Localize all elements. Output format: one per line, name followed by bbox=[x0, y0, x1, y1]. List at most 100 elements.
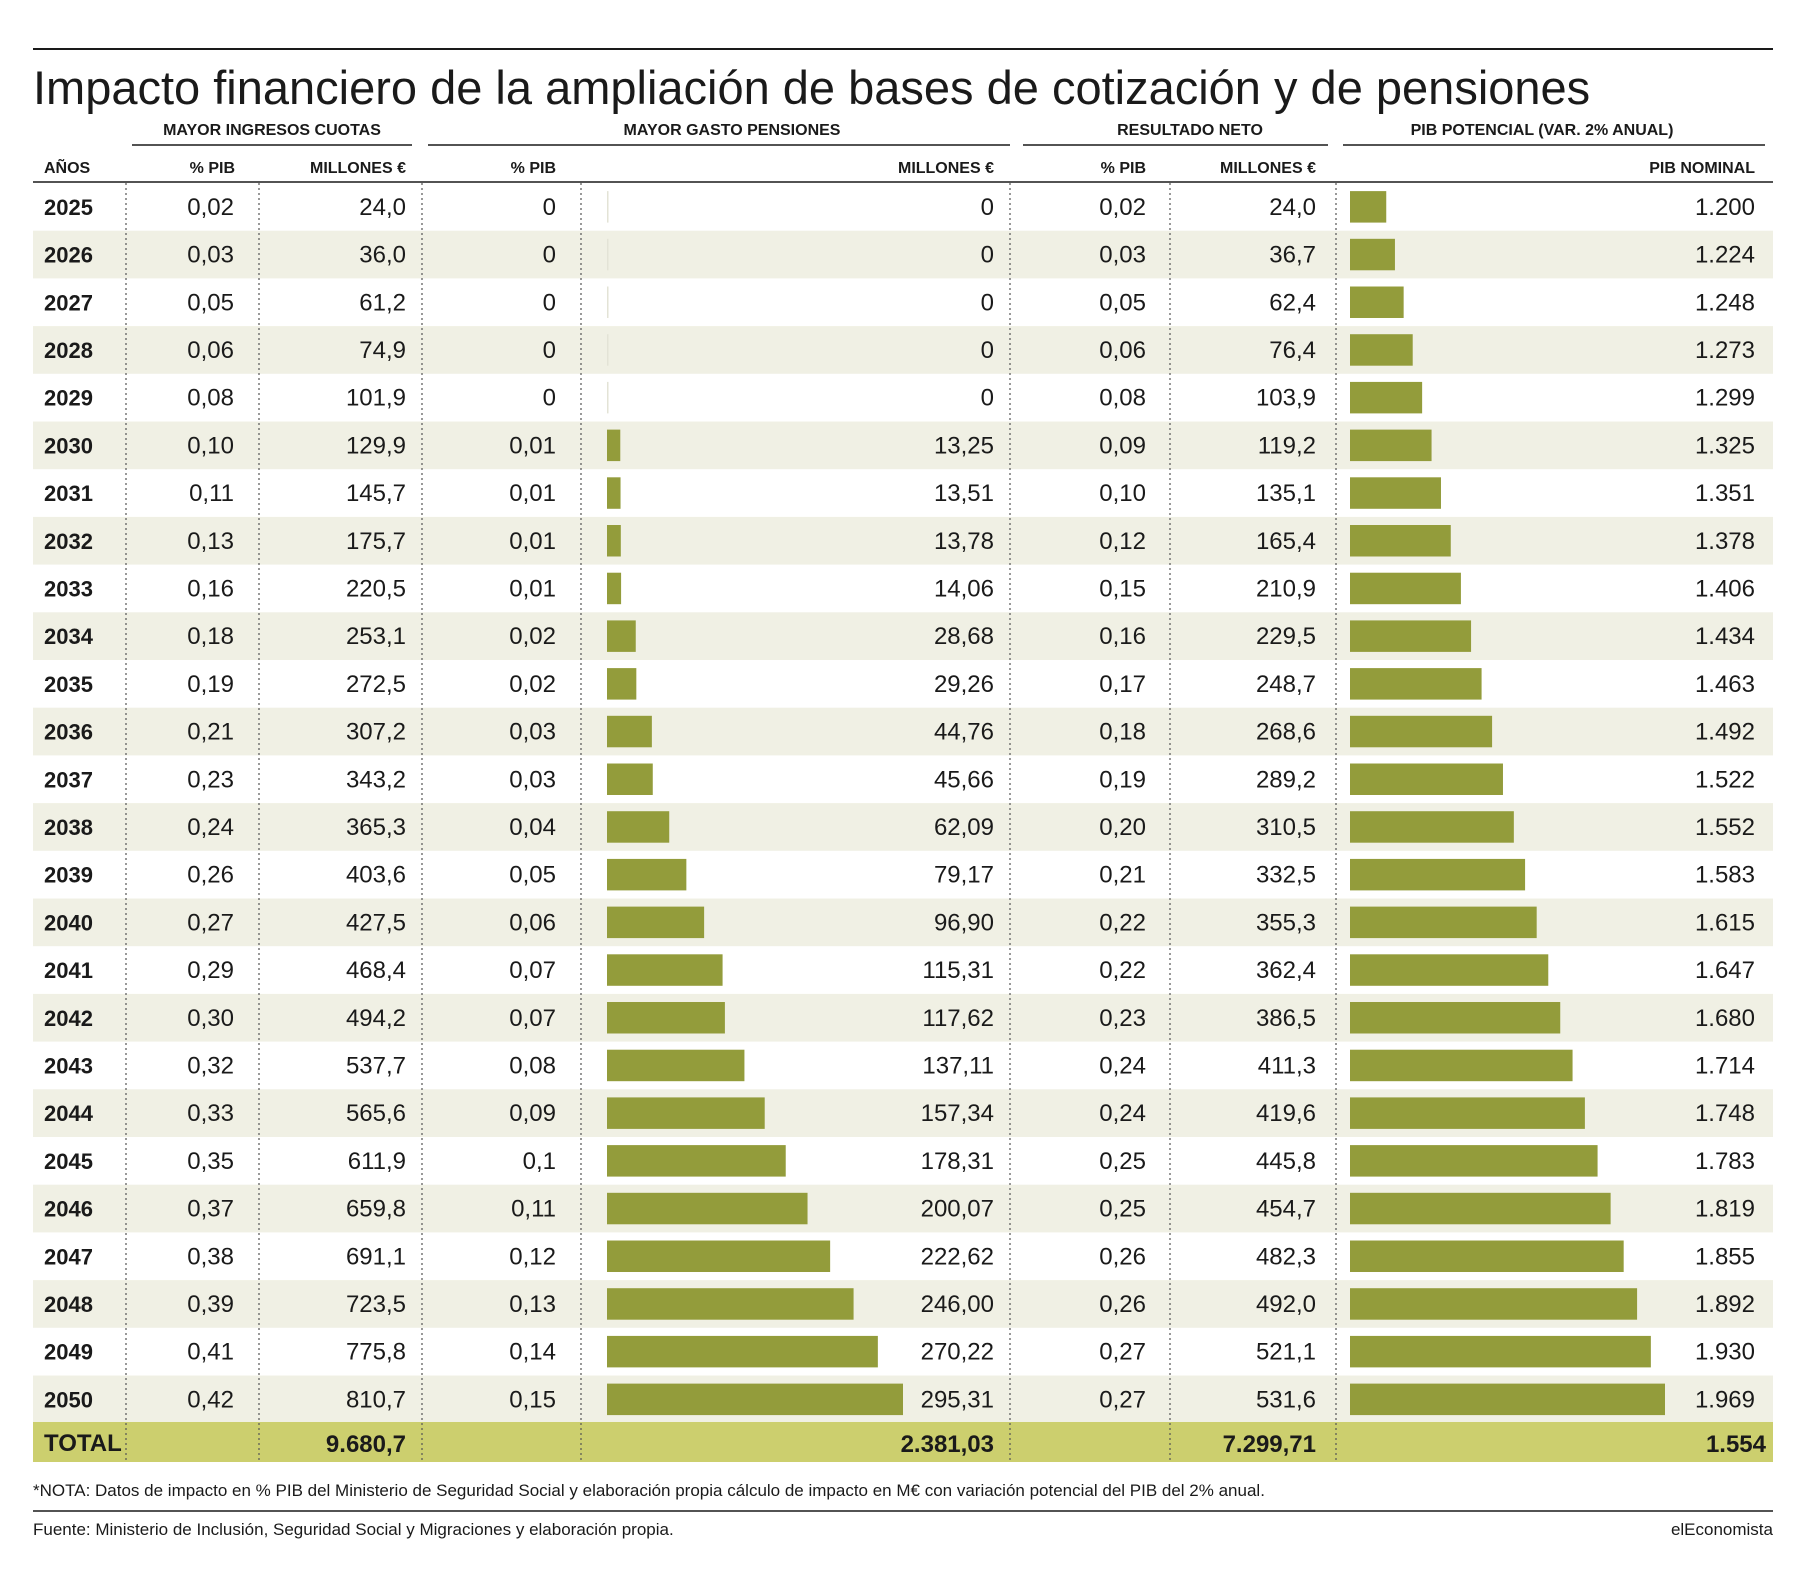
bar-pib-nominal bbox=[1350, 381, 1423, 414]
row-stripe bbox=[33, 516, 1773, 565]
cell-neto-pib: 0,27 bbox=[1099, 1386, 1146, 1413]
table-row: 2037 0,23 343,2 0,03 45,66 0,19 289,2 1.522 bbox=[44, 763, 1755, 795]
table-row: 2039 0,26 403,6 0,05 79,17 0,21 332,5 1.583 bbox=[44, 858, 1755, 891]
bar-pib-nominal bbox=[1350, 1192, 1611, 1225]
cell-ingresos-millones: 129,9 bbox=[346, 432, 406, 459]
bar-gasto-pensiones bbox=[607, 954, 723, 986]
table-row: 2042 0,30 494,2 0,07 117,62 0,23 386,5 1.680 bbox=[33, 993, 1773, 1042]
bar-pib-nominal bbox=[1350, 477, 1441, 509]
cell-year: 2031 bbox=[44, 481, 93, 506]
table-row: 2044 0,33 565,6 0,09 157,34 0,24 419,6 1.748 bbox=[33, 1089, 1773, 1137]
row-stripe bbox=[33, 326, 1773, 374]
cell-neto-pib: 0,22 bbox=[1099, 909, 1146, 936]
col-header-gasto-pib: % PIB bbox=[511, 160, 556, 177]
cell-ingresos-pib: 0,35 bbox=[187, 1148, 234, 1175]
cell-neto-millones: 289,2 bbox=[1256, 766, 1316, 793]
cell-gasto-pib: 0,07 bbox=[509, 957, 556, 984]
cell-gasto-pib: 0,02 bbox=[509, 671, 556, 698]
cell-gasto-millones: 178,31 bbox=[921, 1148, 994, 1175]
cell-year: 2027 bbox=[44, 290, 93, 315]
cell-ingresos-millones: 537,7 bbox=[346, 1052, 406, 1079]
cell-neto-millones: 62,4 bbox=[1269, 289, 1316, 316]
cell-gasto-pib: 0,1 bbox=[523, 1148, 556, 1175]
cell-pib-nominal: 1.680 bbox=[1695, 1005, 1755, 1032]
bar-gasto-pensiones bbox=[607, 1192, 808, 1225]
cell-year: 2048 bbox=[44, 1292, 93, 1317]
cell-pib-nominal: 1.583 bbox=[1695, 862, 1755, 889]
cell-neto-pib: 0,26 bbox=[1099, 1243, 1146, 1270]
cell-gasto-millones: 45,66 bbox=[934, 766, 994, 793]
bar-gasto-pensiones bbox=[607, 191, 609, 223]
cell-ingresos-millones: 723,5 bbox=[346, 1291, 406, 1318]
total-pib-nominal: 1.554 bbox=[1706, 1431, 1767, 1458]
table-row: 2035 0,19 272,5 0,02 29,26 0,17 248,7 1.463 bbox=[44, 668, 1755, 700]
cell-gasto-pib: 0 bbox=[543, 242, 556, 269]
cell-gasto-millones: 14,06 bbox=[934, 575, 994, 602]
cell-year: 2030 bbox=[44, 433, 93, 458]
cell-gasto-millones: 13,51 bbox=[934, 480, 994, 507]
bar-gasto-pensiones bbox=[607, 381, 609, 414]
cell-year: 2050 bbox=[44, 1387, 93, 1412]
cell-ingresos-millones: 468,4 bbox=[346, 957, 406, 984]
cell-gasto-millones: 115,31 bbox=[922, 957, 994, 984]
cell-gasto-millones: 96,90 bbox=[934, 909, 994, 936]
cell-year: 2049 bbox=[44, 1340, 93, 1365]
cell-ingresos-pib: 0,16 bbox=[187, 575, 234, 602]
row-stripe bbox=[33, 707, 1773, 756]
cell-pib-nominal: 1.748 bbox=[1695, 1100, 1755, 1127]
bar-gasto-pensiones bbox=[607, 429, 621, 462]
table-row: 2034 0,18 253,1 0,02 28,68 0,16 229,5 1.434 bbox=[33, 612, 1773, 660]
cell-neto-millones: 165,4 bbox=[1256, 528, 1316, 555]
bar-pib-nominal bbox=[1350, 429, 1432, 462]
bar-gasto-pensiones bbox=[607, 1288, 854, 1320]
bar-gasto-pensiones bbox=[607, 811, 670, 843]
cell-neto-pib: 0,15 bbox=[1099, 575, 1146, 602]
cell-pib-nominal: 1.522 bbox=[1695, 766, 1755, 793]
bar-gasto-pensiones bbox=[607, 620, 636, 652]
bar-pib-nominal bbox=[1350, 1383, 1665, 1416]
bar-pib-nominal bbox=[1350, 238, 1395, 271]
cell-ingresos-pib: 0,21 bbox=[187, 719, 234, 746]
cell-year: 2042 bbox=[44, 1006, 93, 1031]
table-row: 2049 0,41 775,8 0,14 270,22 0,27 521,1 1.930 bbox=[44, 1335, 1755, 1368]
cell-pib-nominal: 1.930 bbox=[1695, 1339, 1755, 1366]
bar-pib-nominal bbox=[1350, 715, 1493, 748]
cell-ingresos-millones: 145,7 bbox=[346, 480, 406, 507]
cell-ingresos-millones: 494,2 bbox=[346, 1005, 406, 1032]
cell-neto-pib: 0,19 bbox=[1099, 766, 1146, 793]
cell-pib-nominal: 1.434 bbox=[1695, 623, 1755, 650]
bar-pib-nominal bbox=[1350, 1240, 1624, 1272]
cell-neto-pib: 0,24 bbox=[1099, 1100, 1146, 1127]
cell-year: 2041 bbox=[44, 958, 93, 983]
table-row: 2028 0,06 74,9 0 0 0,06 76,4 1.273 bbox=[33, 326, 1773, 374]
cell-year: 2044 bbox=[44, 1101, 94, 1126]
cell-neto-pib: 0,18 bbox=[1099, 719, 1146, 746]
cell-ingresos-pib: 0,10 bbox=[187, 432, 234, 459]
cell-neto-millones: 419,6 bbox=[1256, 1100, 1316, 1127]
cell-neto-pib: 0,22 bbox=[1099, 957, 1146, 984]
cell-gasto-pib: 0,06 bbox=[509, 909, 556, 936]
cell-neto-pib: 0,12 bbox=[1099, 528, 1146, 555]
cell-neto-millones: 229,5 bbox=[1256, 623, 1316, 650]
cell-gasto-millones: 0 bbox=[981, 385, 994, 412]
cell-pib-nominal: 1.351 bbox=[1695, 480, 1755, 507]
bar-gasto-pensiones bbox=[607, 1145, 786, 1177]
bar-gasto-pensiones bbox=[607, 1097, 765, 1129]
cell-gasto-millones: 44,76 bbox=[934, 719, 994, 746]
cell-gasto-millones: 28,68 bbox=[934, 623, 994, 650]
cell-gasto-millones: 246,00 bbox=[921, 1291, 994, 1318]
bar-gasto-pensiones bbox=[607, 668, 637, 700]
cell-neto-pib: 0,05 bbox=[1099, 289, 1146, 316]
bar-pib-nominal bbox=[1350, 191, 1387, 223]
cell-ingresos-pib: 0,03 bbox=[187, 242, 234, 269]
cell-neto-millones: 268,6 bbox=[1256, 719, 1316, 746]
cell-ingresos-millones: 61,2 bbox=[359, 289, 406, 316]
cell-neto-millones: 76,4 bbox=[1269, 337, 1316, 364]
cell-neto-millones: 411,3 bbox=[1258, 1052, 1316, 1079]
bar-pib-nominal bbox=[1350, 668, 1482, 700]
cell-gasto-millones: 270,22 bbox=[921, 1339, 994, 1366]
cell-ingresos-millones: 307,2 bbox=[346, 719, 406, 746]
cell-neto-millones: 36,7 bbox=[1269, 242, 1316, 269]
cell-neto-millones: 135,1 bbox=[1256, 480, 1316, 507]
cell-ingresos-millones: 565,6 bbox=[346, 1100, 406, 1127]
